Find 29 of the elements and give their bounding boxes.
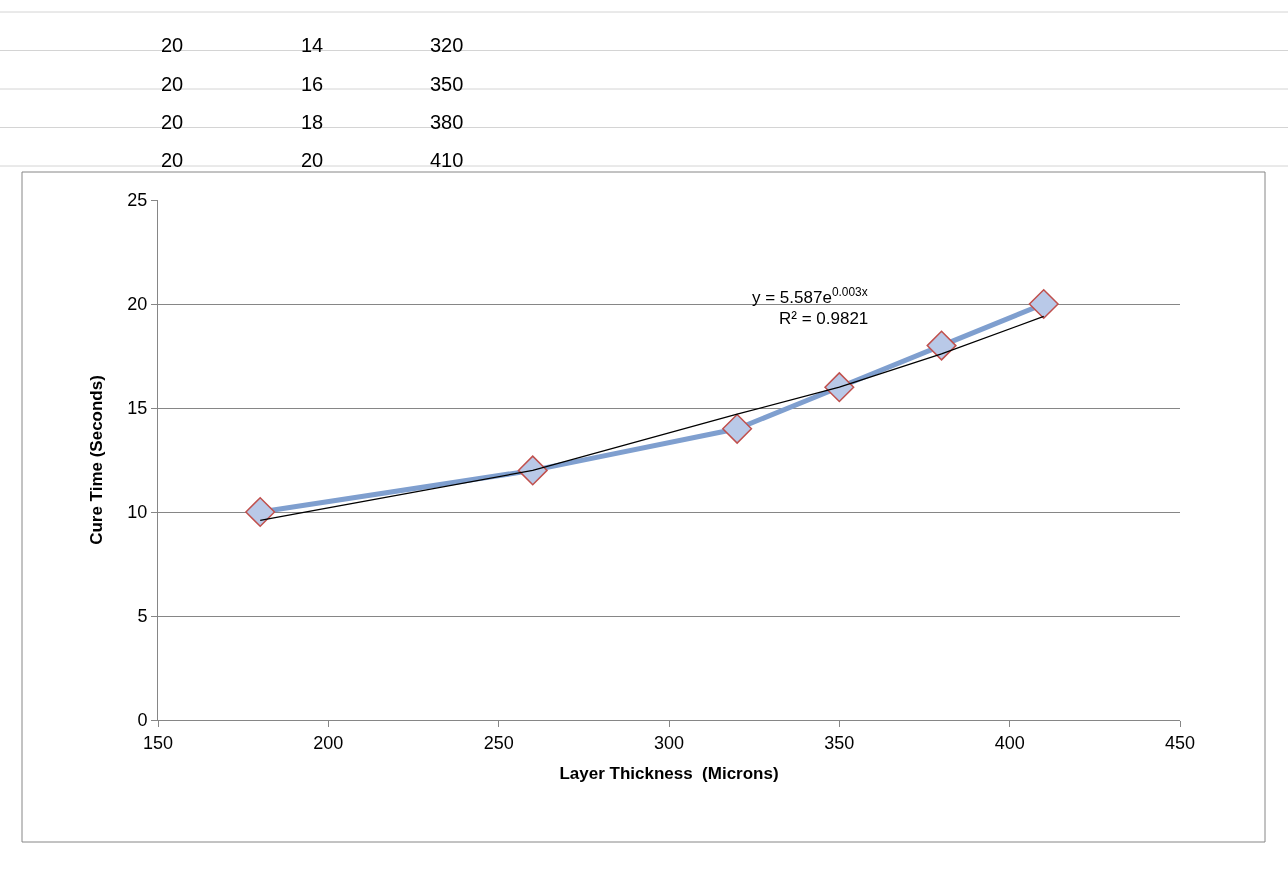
x-tick-label: 150 — [142, 732, 174, 753]
y-tick-label: 20 — [127, 294, 148, 315]
x-tick-label: 200 — [313, 732, 344, 753]
x-axis-title: Layer Thickness (Microns) — [559, 764, 779, 783]
x-tick-label: 450 — [1164, 732, 1196, 753]
y-tick-label: 25 — [127, 190, 148, 211]
y-tick-label: 15 — [127, 398, 148, 419]
y-tick-label: 0 — [137, 710, 148, 731]
annotation: y = 5.587e$^{0.003x}$ — [752, 285, 868, 308]
x-tick-label: 300 — [653, 732, 685, 753]
text: 20 — [161, 34, 184, 56]
text: 14 — [301, 34, 324, 56]
text: 20 — [161, 149, 184, 171]
text: 18 — [301, 111, 324, 133]
x-tick-label: 350 — [824, 732, 855, 753]
y-axis-title: Cure Time (Seconds) — [86, 375, 106, 545]
text: 350 — [430, 73, 464, 95]
text: 410 — [430, 149, 464, 171]
y-tick-label: 10 — [127, 502, 148, 523]
x-tick-label: 400 — [994, 732, 1025, 753]
text: 16 — [301, 73, 324, 95]
text: 380 — [430, 111, 464, 133]
y-tick-label: 5 — [137, 606, 148, 627]
text: 320 — [430, 34, 464, 56]
text: 20 — [161, 73, 184, 95]
x-tick-label: 250 — [483, 732, 514, 753]
text: 20 — [301, 149, 324, 171]
text: 20 — [161, 111, 184, 133]
annotation: R² = 0.9821 — [779, 309, 869, 328]
